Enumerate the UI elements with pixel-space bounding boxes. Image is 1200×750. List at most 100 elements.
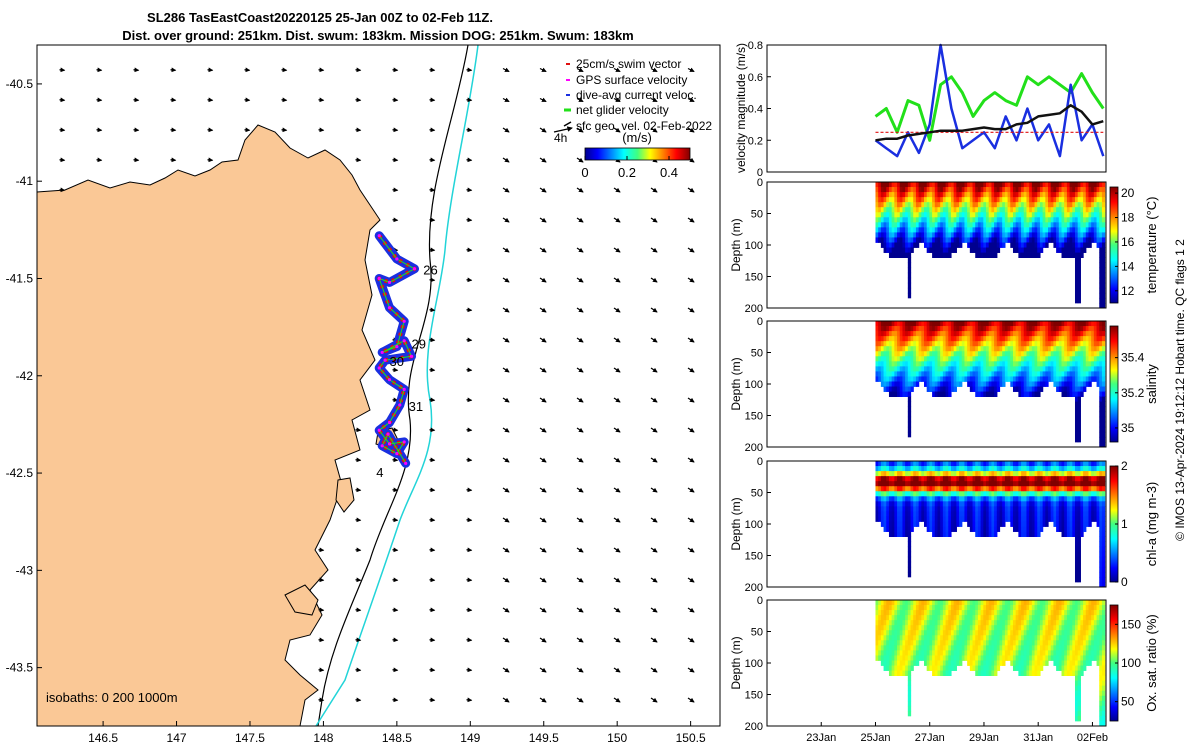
profile-cell (907, 561, 912, 568)
profile-cell (1056, 501, 1060, 507)
profile-cell (918, 232, 922, 238)
profile-cell (880, 471, 885, 477)
profile-cell (1010, 242, 1014, 248)
profile-cell (932, 650, 936, 656)
profile-cell (959, 331, 963, 337)
profile-cell (894, 665, 898, 671)
map-colorbar: (m/s) 0 0.2 0.4 (581, 130, 691, 180)
profile-cell (1037, 247, 1041, 253)
profile-cell (967, 471, 971, 477)
profile-cell (1080, 366, 1084, 372)
profile-cell (1101, 321, 1106, 327)
profile-cell (1058, 496, 1063, 502)
profile-cell (1012, 247, 1017, 253)
profile-cell (964, 232, 968, 238)
profile-cell (1010, 197, 1014, 203)
profile-cell (1012, 351, 1017, 357)
profile-cell (891, 600, 895, 606)
profile-cell (1058, 227, 1063, 233)
profile-y-tick-label: 200 (745, 442, 763, 454)
profile-cell (972, 466, 976, 472)
profile-cell (1026, 476, 1030, 482)
profile-cell (983, 391, 987, 397)
profile-cell (1007, 471, 1011, 477)
profile-cell (1080, 187, 1084, 193)
profile-cell (907, 556, 912, 563)
profile-cell (1042, 331, 1046, 337)
surface-velocity-arrow (687, 637, 695, 643)
surface-velocity-arrow (613, 97, 621, 103)
profile-cell (886, 511, 890, 517)
profile-cell (1080, 481, 1084, 487)
profile-cell (1010, 326, 1014, 332)
profile-cell (1026, 252, 1030, 258)
profile-cell (1002, 227, 1006, 233)
profile-cell (883, 207, 887, 213)
profile-cell (1018, 237, 1022, 243)
profile-y-tick-label: 0 (757, 316, 763, 328)
profile-cell (929, 351, 933, 357)
profile-cell (937, 237, 941, 243)
profile-cell (1061, 341, 1065, 347)
profile-cell (1080, 346, 1084, 352)
profile-cell (1039, 247, 1044, 253)
profile-cell (969, 620, 974, 626)
profile-cell (883, 351, 887, 357)
surface-velocity-arrow (539, 307, 547, 313)
profile-cell (888, 321, 893, 327)
profile-cell (1083, 366, 1087, 372)
profile-cell (1018, 516, 1022, 522)
profile-cell (980, 491, 984, 497)
profile-cell (950, 247, 955, 253)
profile-cell (994, 182, 998, 188)
profile-cell (926, 202, 930, 208)
profile-cell (1031, 346, 1036, 352)
profile-cell (1031, 496, 1036, 502)
profile-cell (1018, 361, 1022, 367)
profile-cell (975, 381, 979, 387)
profile-cell (1018, 321, 1022, 327)
profile-cell (918, 615, 922, 621)
profile-cell (1004, 610, 1009, 616)
profile-cell (1085, 321, 1090, 327)
profile-cell (999, 615, 1003, 621)
profile-cell (1101, 187, 1106, 193)
profile-cell (1002, 481, 1006, 487)
profile-cell (899, 650, 904, 656)
profile-cell (883, 521, 887, 527)
profile-cell (1037, 471, 1041, 477)
profile-cell (1039, 356, 1044, 362)
profile-cell (994, 511, 998, 517)
surface-velocity-arrow (392, 187, 399, 193)
profile-cell (1031, 476, 1036, 482)
profile-cell (1023, 516, 1028, 522)
profile-cell (1096, 476, 1100, 482)
profile-cell (1101, 351, 1106, 357)
profile-cell (899, 341, 904, 347)
profile-cell (894, 531, 898, 537)
profile-cell (1029, 496, 1033, 502)
profile-cell (975, 471, 979, 477)
profile-cell (940, 386, 944, 392)
profile-cell (1018, 252, 1022, 258)
profile-cell (1083, 326, 1087, 332)
profile-cell (894, 605, 898, 611)
profile-cell (1031, 531, 1036, 537)
profile-cell (1039, 341, 1044, 347)
profile-cell (953, 341, 957, 347)
profile-cell (899, 376, 904, 382)
profile-cell (1048, 501, 1052, 507)
profile-cell (994, 197, 998, 203)
profile-cell (932, 466, 936, 472)
profile-cell (1101, 247, 1106, 253)
profile-cell (1101, 496, 1106, 502)
profile-cell (1077, 297, 1081, 304)
profile-cell (1077, 346, 1081, 352)
profile-cell (980, 376, 984, 382)
profile-cell (926, 511, 930, 517)
profile-cell (961, 471, 966, 477)
profile-cell (921, 222, 925, 228)
profile-cell (964, 371, 968, 377)
profile-cell (1077, 396, 1081, 403)
profile-cell (932, 471, 936, 477)
